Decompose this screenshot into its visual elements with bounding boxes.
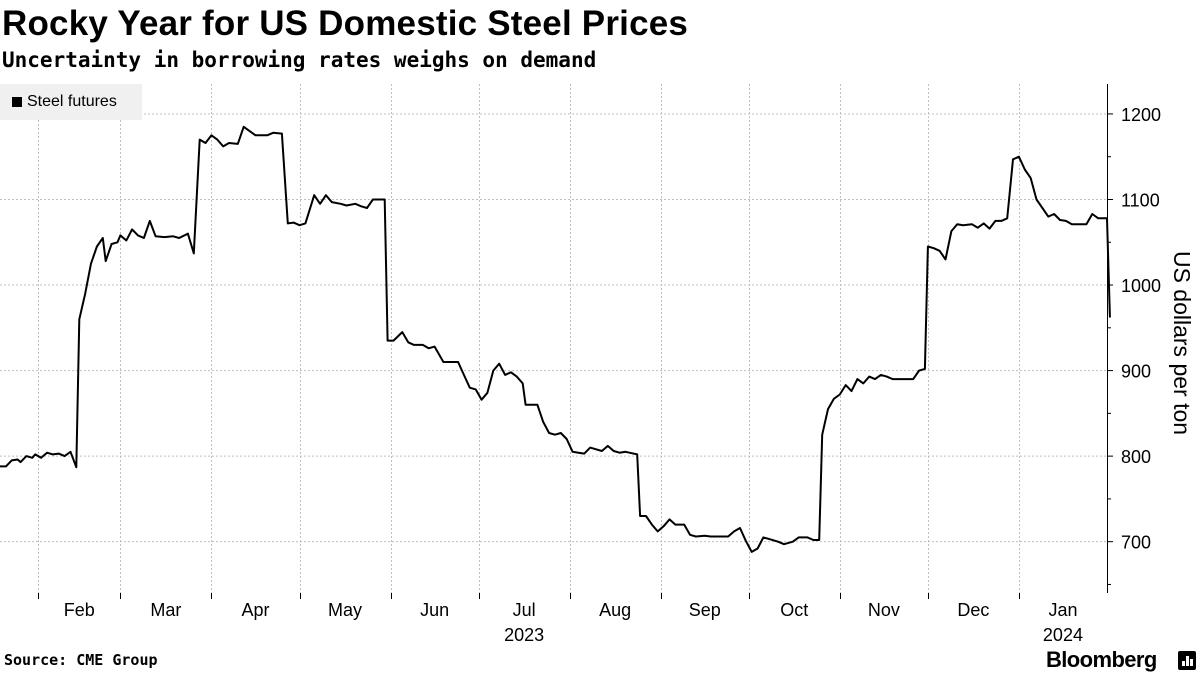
legend-label-steel-futures: Steel futures — [27, 93, 117, 110]
x-tick-label-jul: Jul — [513, 600, 536, 620]
series — [0, 125, 1111, 553]
x-year-label-2023: 2023 — [504, 625, 544, 645]
bloomberg-logo: Bloomberg — [1046, 647, 1157, 672]
x-tick-label-oct: Oct — [780, 600, 808, 620]
legend-swatch-steel-futures — [12, 97, 22, 107]
bloomberg-terminal-icon — [1178, 651, 1196, 670]
y-tick-label-900: 900 — [1121, 362, 1151, 382]
x-tick-label-nov: Nov — [868, 600, 900, 620]
chart-title: Rocky Year for US Domestic Steel Prices — [2, 4, 689, 43]
axis-labels: 700 800 900 1000 1100 1200 Feb Mar Apr May Jun Jul A… — [64, 105, 1195, 645]
x-tick-label-may: May — [328, 600, 362, 620]
y-tick-label-1100: 1100 — [1121, 190, 1160, 210]
x-tick-label-aug: Aug — [599, 600, 631, 620]
y-axis-title: US dollars per ton — [1169, 251, 1195, 435]
x-tick-label-sep: Sep — [689, 600, 721, 620]
y-tick-label-700: 700 — [1121, 533, 1151, 553]
chart-subtitle: Uncertainty in borrowing rates weighs on… — [2, 48, 597, 72]
gridlines — [0, 84, 1107, 593]
legend: Steel futures — [0, 84, 142, 120]
x-tick-label-jan: Jan — [1048, 600, 1077, 620]
y-tick-label-800: 800 — [1121, 447, 1151, 467]
y-tick-label-1000: 1000 — [1121, 276, 1161, 296]
x-tick-label-jun: Jun — [420, 600, 449, 620]
x-year-label-2024: 2024 — [1043, 625, 1083, 645]
series-line-steel-futures — [0, 125, 1111, 553]
x-tick-label-dec: Dec — [957, 600, 989, 620]
y-tick-label-1200: 1200 — [1121, 105, 1161, 125]
x-tick-label-feb: Feb — [64, 600, 95, 620]
x-tick-label-apr: Apr — [241, 600, 269, 620]
source-note: Source: CME Group — [4, 651, 158, 669]
axes — [38, 84, 1113, 599]
x-tick-label-mar: Mar — [150, 600, 181, 620]
